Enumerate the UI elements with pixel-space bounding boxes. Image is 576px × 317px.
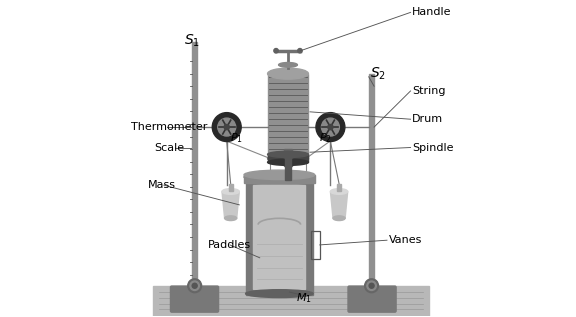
Bar — [337, 184, 341, 191]
Bar — [268, 74, 308, 158]
FancyBboxPatch shape — [348, 286, 396, 312]
Bar — [153, 286, 429, 316]
Circle shape — [365, 279, 378, 293]
Circle shape — [188, 279, 202, 293]
Circle shape — [316, 113, 345, 141]
Text: Handle: Handle — [412, 7, 452, 17]
Text: Scale: Scale — [154, 143, 184, 152]
Bar — [244, 175, 314, 183]
Ellipse shape — [268, 68, 308, 79]
Bar — [311, 231, 320, 259]
Bar — [286, 155, 290, 180]
Circle shape — [190, 281, 199, 290]
Text: $S_1$: $S_1$ — [184, 32, 200, 49]
Text: $P_2$: $P_2$ — [319, 131, 332, 145]
Circle shape — [218, 118, 236, 136]
Bar — [284, 149, 292, 166]
Polygon shape — [331, 191, 348, 218]
Ellipse shape — [222, 189, 239, 194]
Ellipse shape — [245, 173, 313, 185]
Text: Vanes: Vanes — [389, 235, 422, 245]
Ellipse shape — [244, 173, 314, 181]
Ellipse shape — [244, 170, 314, 179]
Circle shape — [367, 281, 376, 290]
Bar — [253, 185, 305, 289]
Text: Drum: Drum — [412, 114, 444, 124]
Text: $M_1$: $M_1$ — [296, 291, 312, 305]
Bar — [268, 154, 308, 162]
Ellipse shape — [268, 154, 308, 163]
Polygon shape — [222, 191, 239, 218]
Text: Mass: Mass — [148, 180, 176, 190]
Bar — [229, 184, 233, 191]
FancyBboxPatch shape — [170, 286, 218, 312]
Circle shape — [213, 113, 241, 141]
Ellipse shape — [268, 151, 308, 158]
Circle shape — [321, 118, 339, 136]
Text: Thermometer: Thermometer — [131, 122, 207, 132]
Text: String: String — [412, 86, 446, 96]
Circle shape — [328, 125, 333, 130]
Circle shape — [224, 125, 229, 130]
Circle shape — [192, 283, 197, 288]
Text: Paddles: Paddles — [208, 240, 251, 250]
Ellipse shape — [225, 216, 237, 221]
Bar — [245, 179, 313, 295]
Circle shape — [274, 49, 278, 53]
Circle shape — [369, 283, 374, 288]
Bar — [369, 74, 374, 287]
Ellipse shape — [333, 216, 345, 221]
Text: $P_1$: $P_1$ — [230, 131, 243, 145]
Circle shape — [298, 49, 302, 53]
Ellipse shape — [279, 62, 297, 67]
Text: Spindle: Spindle — [412, 143, 454, 152]
Ellipse shape — [268, 159, 308, 165]
Ellipse shape — [331, 189, 348, 194]
Bar — [192, 42, 197, 287]
Ellipse shape — [245, 290, 313, 298]
Text: $S_2$: $S_2$ — [370, 65, 386, 82]
